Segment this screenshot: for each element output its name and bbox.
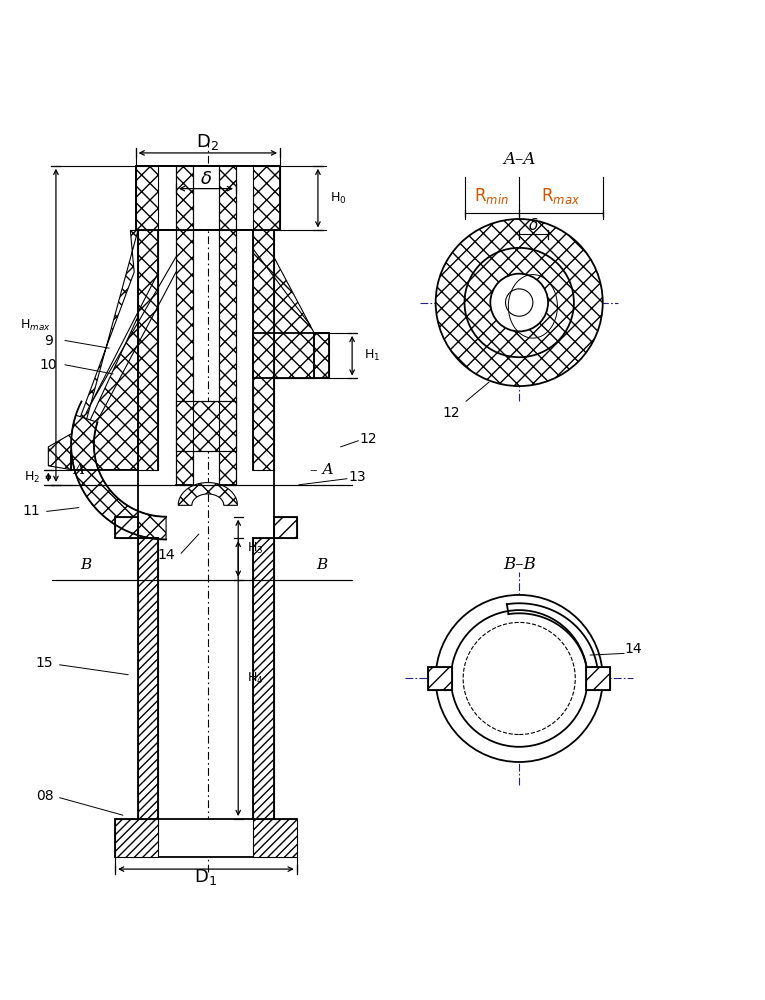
Circle shape [464,248,574,357]
Circle shape [451,610,588,747]
Bar [274,517,297,538]
Text: H$_2$: H$_2$ [24,470,40,485]
Bar [253,819,297,857]
Text: B: B [80,558,92,572]
Text: H$_3$: H$_3$ [247,541,264,556]
Text: 08: 08 [36,789,54,803]
Bar [253,333,330,378]
Bar [253,333,330,378]
Polygon shape [48,230,138,470]
Text: 15: 15 [36,656,54,670]
Polygon shape [178,483,237,505]
Text: R$_{min}$: R$_{min}$ [474,186,509,206]
Bar [428,667,452,690]
Bar [116,819,158,857]
Bar [138,230,158,470]
Bar [220,166,236,230]
Bar [116,517,138,538]
Bar [253,538,274,819]
Text: D$_1$: D$_1$ [194,867,217,887]
Circle shape [506,289,533,316]
Text: A –: A – [73,463,96,477]
Text: B–B: B–B [503,556,536,573]
Text: 12: 12 [360,432,377,446]
Bar [116,819,297,857]
Text: D$_2$: D$_2$ [197,132,220,152]
Bar [253,166,280,230]
Text: – A: – A [310,463,334,477]
Bar [135,166,158,230]
Circle shape [463,622,575,735]
Text: H$_4$: H$_4$ [247,671,264,686]
Circle shape [435,219,603,386]
Text: 11: 11 [23,504,41,518]
Text: H$_1$: H$_1$ [364,348,380,363]
Bar [428,667,452,690]
Bar [116,517,138,538]
Text: B: B [316,558,327,572]
Polygon shape [71,230,158,470]
Bar [253,230,274,470]
Bar [138,538,158,819]
Bar [135,166,280,230]
Bar [586,667,610,690]
Bar [220,230,236,485]
Circle shape [435,595,603,762]
Text: $\delta$: $\delta$ [200,170,212,188]
Bar [586,667,610,690]
Circle shape [464,248,574,357]
Bar [176,166,193,230]
Text: 9: 9 [44,334,53,348]
Polygon shape [253,230,314,470]
Text: 12: 12 [442,406,460,420]
Bar [176,401,236,451]
Text: R$_{max}$: R$_{max}$ [542,186,581,206]
Bar [176,230,193,485]
Text: 13: 13 [348,470,366,484]
Text: A–A: A–A [503,151,536,168]
Text: 14: 14 [158,548,175,562]
Circle shape [490,274,548,331]
Circle shape [490,274,548,331]
Bar [274,517,297,538]
Bar [135,166,280,230]
Text: H$_{max}$: H$_{max}$ [20,318,50,333]
Text: $\delta$: $\delta$ [529,217,539,233]
Text: 14: 14 [624,642,642,656]
Text: 10: 10 [40,358,57,372]
Text: H$_0$: H$_0$ [330,191,347,206]
Polygon shape [71,415,166,539]
